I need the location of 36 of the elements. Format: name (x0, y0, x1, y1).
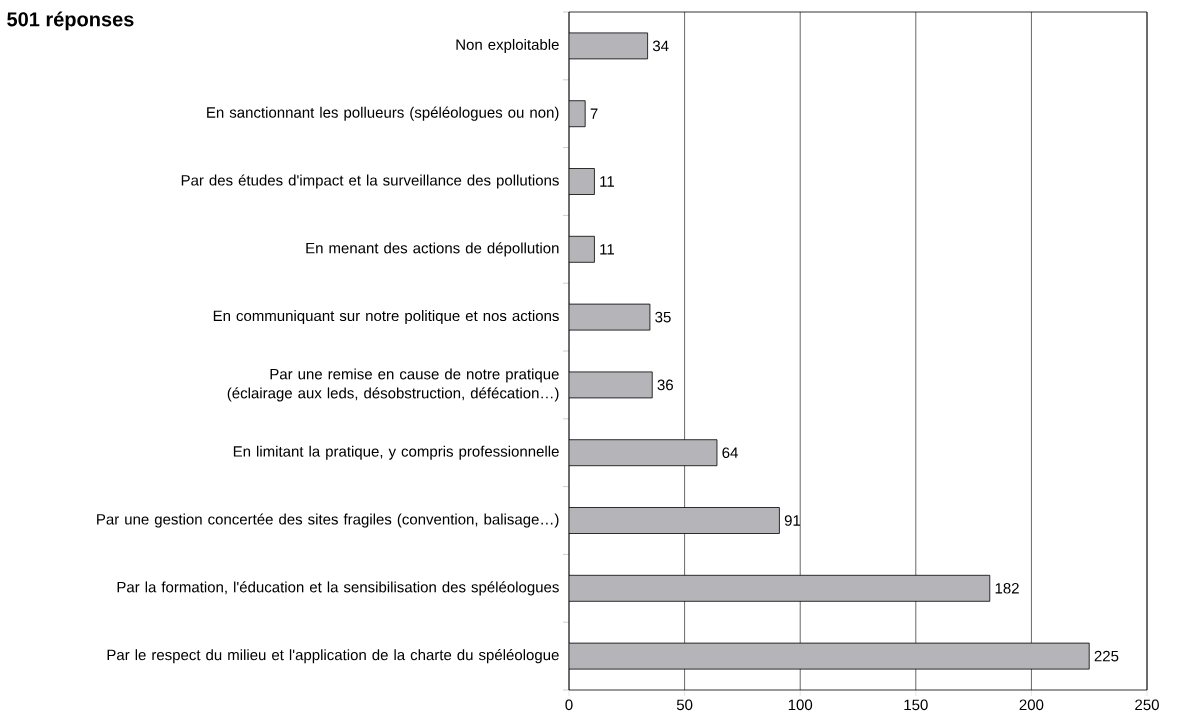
data-label: 35 (655, 311, 671, 323)
bar (569, 642, 1090, 670)
y-tick-label: En menant des actions de dépollution (306, 242, 559, 257)
x-tick-label: 250 (1135, 699, 1159, 711)
data-label: 11 (600, 176, 614, 187)
x-tick-label: 200 (1019, 699, 1044, 711)
x-tick-label: 150 (904, 699, 928, 711)
data-label: 91 (784, 515, 801, 526)
y-tick-label: En limitant la pratique, y compris professionnelle (233, 445, 559, 460)
bar (569, 439, 718, 467)
y-tick-label: En communiquant sur notre politique et nos actions (213, 310, 559, 325)
y-tick-label: Par des études d'impact et la surveillance des pollutions (181, 174, 559, 189)
y-tick-label: Par une remise en cause de notre pratique (éclairage aux leds, désobstruction, défécation…) (227, 368, 559, 402)
bar (569, 507, 780, 534)
data-label: 7 (590, 108, 598, 119)
data-label: 64 (722, 447, 738, 459)
bar (569, 371, 653, 399)
bar (569, 574, 991, 602)
x-tick-label: 50 (676, 699, 693, 711)
y-tick-label: En sanctionnant les pollueurs (spéléologues ou non) (207, 106, 559, 121)
x-tick-label: 0 (565, 699, 573, 711)
bar (569, 32, 649, 60)
text: 501 réponses (7, 11, 134, 31)
y-tick-label: Par le respect du milieu et l'application de la charte du spéléologue (107, 649, 559, 664)
y-tick-label: Non exploitable (456, 38, 559, 53)
bar (569, 168, 595, 195)
data-label: 34 (652, 40, 669, 52)
bar (569, 303, 651, 331)
bar (569, 235, 595, 263)
data-label: 225 (1094, 650, 1119, 662)
data-label: 182 (995, 583, 1019, 594)
data-label: 36 (657, 379, 673, 391)
y-tick-label: Par une gestion concertée des sites fragiles (convention, balisage…) (97, 513, 559, 528)
x-tick-label: 100 (788, 699, 813, 711)
data-label: 11 (600, 244, 614, 255)
y-tick-label: Par la formation, l'éducation et la sensibilisation des spéléologues (117, 581, 559, 596)
